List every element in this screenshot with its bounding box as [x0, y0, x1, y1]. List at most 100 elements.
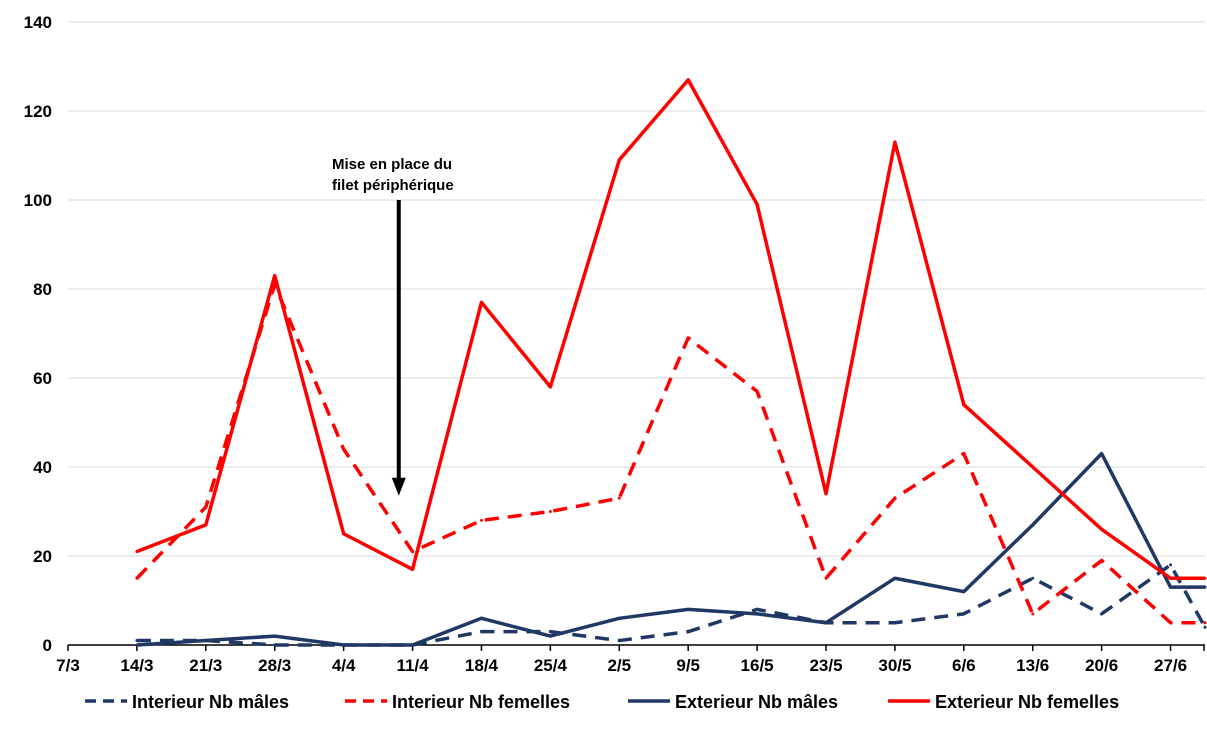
series-line-2 — [135, 282, 1205, 625]
data-point — [1203, 576, 1207, 580]
x-tick-label: 20/6 — [1085, 656, 1118, 675]
data-point — [755, 389, 759, 393]
legend-label: Interieur Nb femelles — [392, 692, 570, 712]
y-tick-label: 40 — [33, 458, 52, 477]
y-tick-label: 140 — [24, 13, 52, 32]
data-point — [686, 607, 690, 611]
data-point — [1203, 585, 1207, 589]
data-point — [824, 621, 828, 625]
data-point — [617, 496, 621, 500]
data-point — [1031, 576, 1035, 580]
data-point — [479, 518, 483, 522]
legend: Interieur Nb mâles Interieur Nb femelles E… — [85, 692, 1119, 712]
data-point — [135, 550, 139, 554]
data-point — [1031, 523, 1035, 527]
annotation-text: filet périphérique — [332, 177, 454, 194]
data-point — [617, 639, 621, 643]
x-tick-label: 6/6 — [952, 656, 976, 675]
data-point — [686, 336, 690, 340]
data-point — [479, 300, 483, 304]
data-point — [1169, 585, 1173, 589]
annotation-arrow-head — [391, 477, 406, 496]
data-point — [1169, 621, 1173, 625]
x-tick-label: 21/3 — [189, 656, 222, 675]
data-point — [479, 616, 483, 620]
data-point — [548, 634, 552, 638]
data-point — [273, 634, 277, 638]
data-point — [1100, 452, 1104, 456]
data-point — [548, 630, 552, 634]
data-point — [617, 158, 621, 162]
data-point — [342, 643, 346, 647]
data-point — [962, 403, 966, 407]
x-tick-label: 30/5 — [878, 656, 911, 675]
data-point — [1031, 465, 1035, 469]
y-tick-label: 20 — [33, 547, 52, 566]
data-point — [1203, 621, 1207, 625]
data-point — [824, 576, 828, 580]
annotation: Mise en place du filet périphérique — [332, 156, 454, 496]
data-point — [548, 510, 552, 513]
x-tick-label: 18/4 — [465, 656, 499, 675]
data-point — [411, 567, 415, 571]
data-point — [1169, 576, 1173, 580]
data-point — [411, 550, 415, 554]
data-point — [204, 505, 208, 509]
gridlines — [68, 21, 1205, 557]
x-tick-label: 2/5 — [607, 656, 631, 675]
annotation-text: Mise en place du — [332, 156, 452, 173]
data-point — [273, 274, 277, 278]
legend-label: Exterieur Nb femelles — [935, 692, 1119, 712]
data-point — [1169, 563, 1173, 567]
data-point — [548, 385, 552, 389]
series-lines — [135, 78, 1207, 647]
data-point — [135, 639, 139, 643]
x-tick-label: 25/4 — [534, 656, 568, 675]
data-point — [893, 621, 897, 625]
data-point — [479, 630, 483, 634]
x-tick-label: 4/4 — [332, 656, 356, 675]
data-point — [1100, 527, 1104, 531]
data-point — [962, 612, 966, 616]
x-tick-label: 16/5 — [741, 656, 774, 675]
data-point — [1031, 612, 1035, 616]
axes: 0 20 40 60 80 100 120 140 7/3 14/3 21/3 28/3 4/4 11/4… — [24, 13, 1205, 675]
data-point — [273, 643, 277, 647]
data-point — [893, 140, 897, 144]
data-point — [617, 616, 621, 620]
x-tick-label: 13/6 — [1016, 656, 1049, 675]
data-point — [342, 532, 346, 536]
data-point — [755, 202, 759, 206]
data-point — [342, 447, 346, 451]
y-tick-label: 60 — [33, 369, 52, 388]
legend-label: Exterieur Nb mâles — [675, 692, 838, 712]
data-point — [411, 643, 415, 647]
data-point — [135, 643, 139, 647]
data-point — [686, 630, 690, 634]
series-line-4 — [136, 78, 1205, 580]
x-tick-label: 11/4 — [396, 656, 429, 675]
x-tick-label: 27/6 — [1154, 656, 1187, 675]
data-point — [686, 78, 690, 82]
x-tick-label: 14/3 — [120, 656, 153, 675]
legend-label: Interieur Nb mâles — [132, 692, 289, 712]
data-point — [1100, 612, 1104, 616]
x-tick-label: 9/5 — [676, 656, 700, 675]
data-point — [755, 612, 759, 616]
data-point — [824, 492, 828, 496]
data-point — [1203, 625, 1207, 629]
data-point — [962, 590, 966, 594]
x-tick-label: 23/5 — [809, 656, 842, 675]
series-line-3 — [136, 451, 1205, 647]
x-tick-label: 28/3 — [258, 656, 291, 675]
y-tick-label: 80 — [33, 280, 52, 299]
y-tick-label: 100 — [24, 191, 52, 210]
data-point — [893, 576, 897, 580]
x-tick-label: 7/3 — [56, 656, 80, 675]
data-point — [204, 523, 208, 527]
data-point — [962, 452, 966, 456]
y-tick-label: 0 — [43, 636, 52, 655]
data-point — [204, 639, 208, 643]
y-tick-label: 120 — [24, 102, 52, 121]
